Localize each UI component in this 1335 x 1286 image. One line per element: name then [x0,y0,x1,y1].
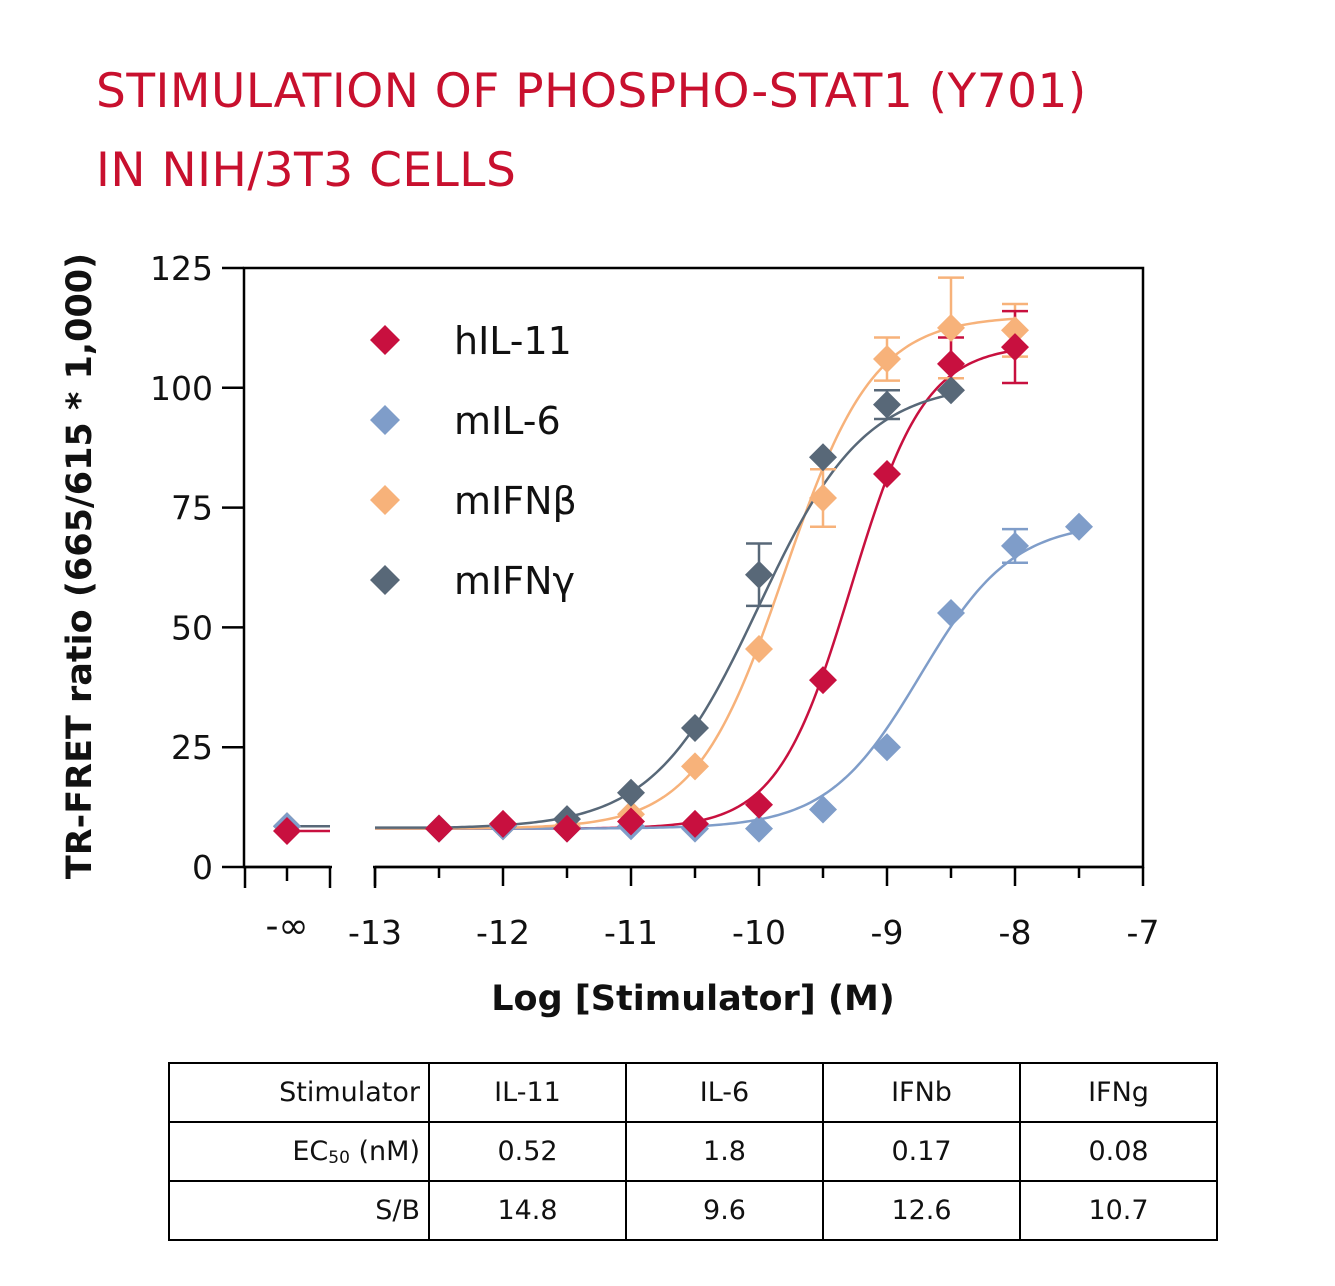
x-tick-label: -10 [732,913,786,952]
data-point-hil-11 [1001,333,1029,362]
data-point-mil-6 [809,795,837,824]
data-point-hil-11 [937,349,965,378]
table-header-cell: IFNg [1019,1062,1218,1123]
y-tick-label: 75 [171,489,213,528]
legend-marker-mil-6 [370,405,400,435]
legend-marker-mifn- [370,485,400,515]
data-point-mifn- [617,778,645,807]
y-tick-label: 0 [192,848,213,887]
ec50-row-label: EC50 (nM) [168,1121,430,1182]
x-tick-label: -13 [348,913,402,952]
table-header-cell: IL-11 [428,1062,627,1123]
table-row-ec50: EC50 (nM) 0.52 1.8 0.17 0.08 [168,1121,1218,1182]
y-tick-label: 25 [171,728,213,767]
table-cell: 0.52 [428,1121,627,1182]
legend-marker-hil-11 [370,325,400,355]
data-point-mifn- [681,714,709,743]
table-cell: 1.8 [625,1121,824,1182]
data-point-hil-11 [489,809,517,838]
data-point-baseline-hil-11 [273,817,301,846]
legend-label-mifn-: mIFNγ [454,559,575,603]
y-axis-title: TR-FRET ratio (665/615 * 1,000) [60,253,100,879]
data-point-mifn- [1001,316,1029,345]
legend-label-mifn-: mIFNβ [454,479,577,523]
table-header-row: Stimulator IL-11 IL-6 IFNb IFNg [168,1062,1218,1123]
data-point-mifn- [873,345,901,374]
data-point-hil-11 [681,809,709,838]
data-point-hil-11 [745,790,773,819]
data-point-mifn- [745,560,773,589]
y-tick-label: 50 [171,608,213,647]
data-point-mifn- [681,752,709,781]
data-point-mifn- [937,313,965,342]
legend-label-hil-11: hIL-11 [454,319,572,363]
x-tick-label: -8 [999,913,1032,952]
table-cell: 12.6 [822,1180,1021,1241]
data-point-mil-6 [873,733,901,762]
table-header-stimulator: Stimulator [168,1062,430,1123]
chart-title-line-2: IN NIH/3T3 CELLS [96,143,517,198]
table-cell: 0.17 [822,1121,1021,1182]
table-cell: 9.6 [625,1180,824,1241]
data-point-hil-11 [873,460,901,489]
data-point-mil-6 [745,814,773,843]
table-cell: 10.7 [1019,1180,1218,1241]
x-tick-label-neg-infinity: -∞ [266,906,309,947]
chart-title-line-1: STIMULATION OF PHOSPHO-STAT1 (Y701) [96,64,1087,119]
table-cell: 0.08 [1019,1121,1218,1182]
y-tick-label: 100 [150,369,213,408]
x-tick-label: -11 [604,913,658,952]
fit-curve-mifn- [375,317,1016,830]
table-header-cell: IL-6 [625,1062,824,1123]
data-point-hil-11 [809,666,837,695]
x-tick-label: -12 [476,913,530,952]
x-tick-label: -9 [871,913,904,952]
data-point-hil-11 [617,807,645,836]
data-point-mifn- [809,443,837,472]
sb-row-label: S/B [168,1180,430,1241]
data-point-mil-6 [937,599,965,628]
x-tick-label: -7 [1127,913,1160,952]
data-point-mil-6 [1065,512,1093,541]
legend-label-mil-6: mIL-6 [454,399,561,443]
data-point-mifn- [809,484,837,513]
fit-curve-mifn- [375,393,952,829]
axis-break-gap [332,864,373,870]
chart-title: STIMULATION OF PHOSPHO-STAT1 (Y701) IN N… [96,52,1087,210]
data-point-mifn- [937,376,965,405]
legend-marker-mifn- [370,565,400,595]
table-header-cell: IFNb [822,1062,1021,1123]
ec50-summary-table: Stimulator IL-11 IL-6 IFNb IFNg EC50 (nM… [168,1062,1218,1241]
data-point-hil-11 [425,814,453,843]
data-point-hil-11 [553,814,581,843]
y-tick-label: 125 [150,249,213,288]
data-point-mifn- [873,390,901,419]
data-point-mil-6 [1001,531,1029,560]
x-axis-title: Log [Stimulator] (M) [491,979,895,1019]
dose-response-chart: -13 -12 -11 -10 -9 -8 -7 -∞ 0 25 50 75 100 125 Log [St… [60,249,1160,1019]
table-cell: 14.8 [428,1180,627,1241]
data-point-mifn- [745,634,773,663]
table-row-sb: S/B 14.8 9.6 12.6 10.7 [168,1180,1218,1241]
